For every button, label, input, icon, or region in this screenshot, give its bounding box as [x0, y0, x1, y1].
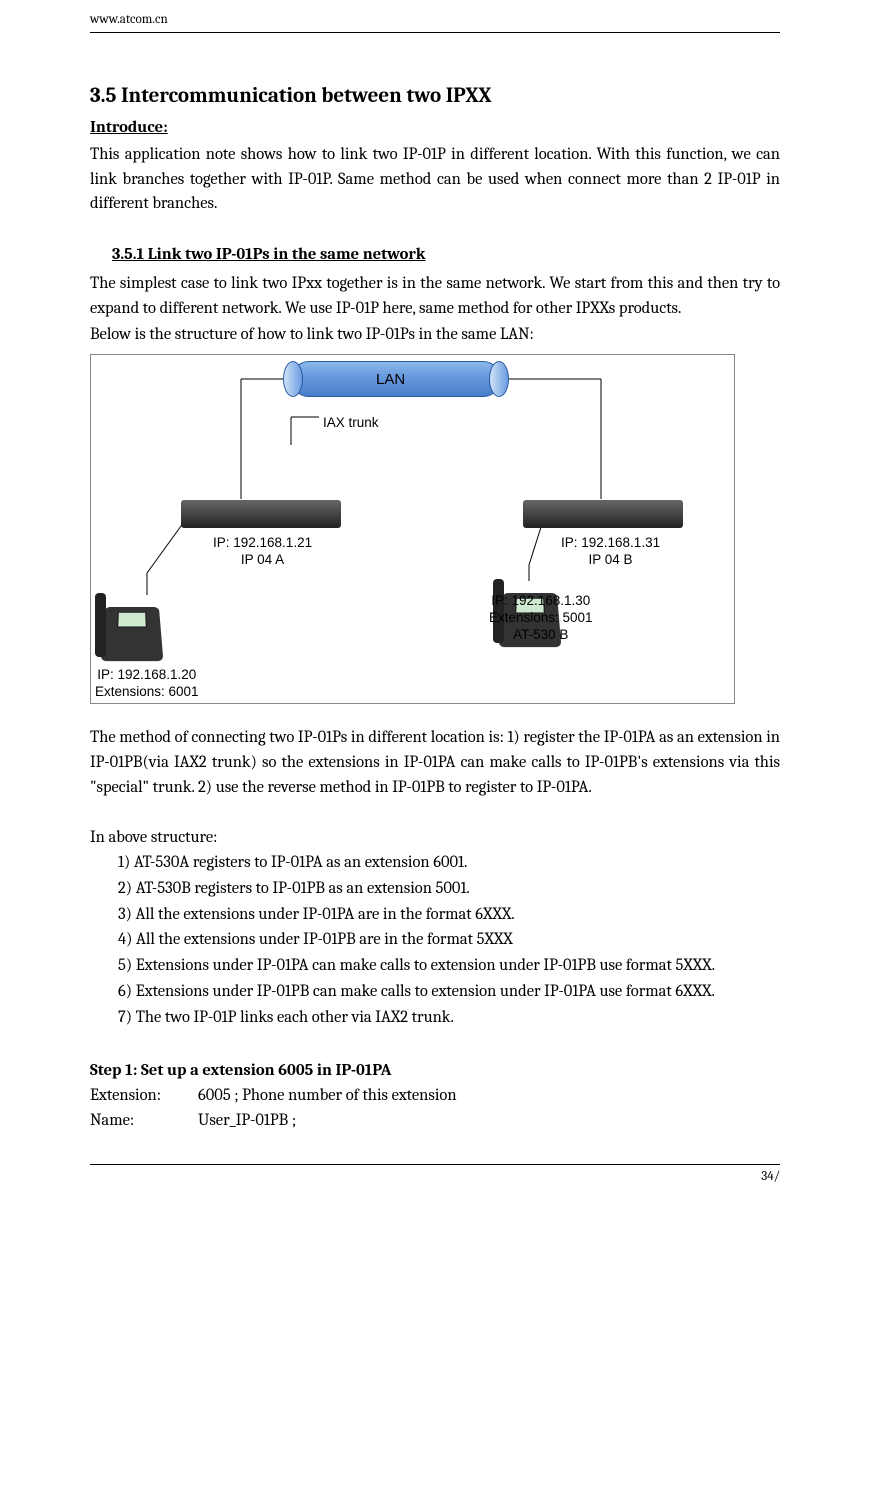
name-value: User_IP-01PB ; — [198, 1109, 296, 1134]
extension-key: Extension: — [90, 1084, 198, 1109]
intro-paragraph: This application note shows how to link … — [90, 143, 780, 217]
diagram-lines — [91, 355, 735, 704]
page-number: 34/ — [761, 1169, 780, 1184]
extension-value: 6005 ; Phone number of this extension — [198, 1084, 457, 1109]
page-header: www.atcom.cn — [90, 10, 780, 33]
page-footer: 34/ — [90, 1164, 780, 1187]
sub-paragraph-2: Below is the structure of how to link tw… — [90, 323, 780, 348]
list-item: 4) All the extensions under IP-01PB are … — [118, 928, 780, 953]
phone-a-label: IP: 192.168.1.20 Extensions: 6001 AT-530… — [95, 667, 199, 704]
site-url: www.atcom.cn — [90, 12, 168, 27]
list-item: 7) The two IP-01P links each other via I… — [118, 1006, 780, 1031]
iax-trunk-label: IAX trunk — [323, 415, 379, 432]
ip04a-label: IP: 192.168.1.21 IP 04 A — [213, 535, 312, 569]
list-item: 3) All the extensions under IP-01PA are … — [118, 903, 780, 928]
name-row: Name: User_IP-01PB ; — [90, 1109, 780, 1134]
lan-cap-left — [283, 361, 303, 397]
lan-label: LAN — [376, 369, 405, 392]
device-ip04b — [523, 500, 683, 528]
step1-heading: Step 1: Set up a extension 6005 in IP-01… — [90, 1059, 780, 1084]
structure-heading: In above structure: — [90, 826, 780, 851]
lan-cap-right — [489, 361, 509, 397]
ip04b-label: IP: 192.168.1.31 IP 04 B — [561, 535, 660, 569]
phone-a — [95, 591, 167, 669]
name-key: Name: — [90, 1109, 198, 1134]
list-item: 2) AT-530B registers to IP-01PB as an ex… — [118, 877, 780, 902]
subsection-title: 3.5.1 Link two IP-01Ps in the same netwo… — [112, 243, 780, 268]
section-title: 3.5 Intercommunication between two IPXX — [90, 81, 780, 113]
phone-b-label: IP: 192.168.1.30 Extensions: 5001 AT-530… — [489, 593, 593, 644]
sub-paragraph-1: The simplest case to link two IPxx toget… — [90, 272, 780, 322]
device-ip04a — [181, 500, 341, 528]
list-item: 6) Extensions under IP-01PB can make cal… — [118, 980, 780, 1005]
list-item: 5) Extensions under IP-01PA can make cal… — [118, 954, 780, 979]
method-paragraph: The method of connecting two IP-01Ps in … — [90, 726, 780, 800]
network-diagram: LAN IAX trunk IP: 192.168.1.21 IP 04 A I… — [90, 354, 735, 704]
extension-row: Extension: 6005 ; Phone number of this e… — [90, 1084, 780, 1109]
list-item: 1) AT-530A registers to IP-01PA as an ex… — [118, 851, 780, 876]
introduce-heading: Introduce: — [90, 116, 780, 141]
